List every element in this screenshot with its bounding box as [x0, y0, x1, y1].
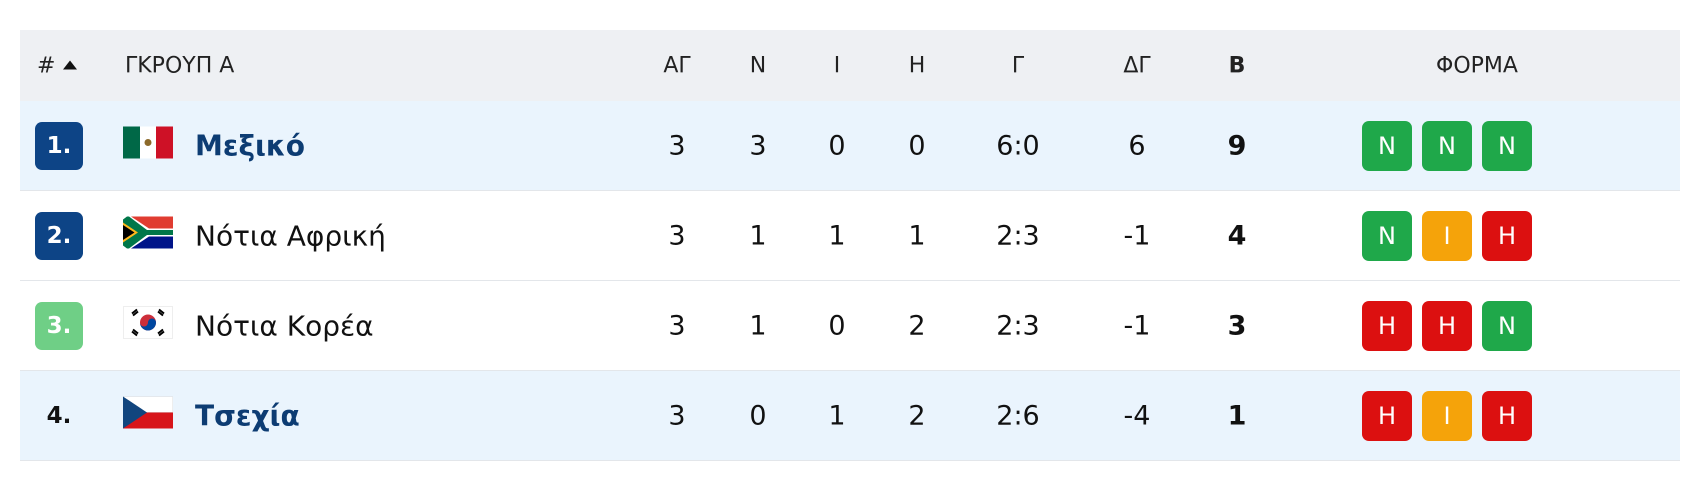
form-badge[interactable]: H — [1362, 390, 1412, 441]
goals: 6:0 — [996, 130, 1040, 161]
team-name[interactable]: Μεξικό — [195, 129, 306, 162]
group-header: ΓΚΡΟΥΠ Α — [125, 53, 235, 78]
form-badge[interactable]: H — [1362, 300, 1412, 351]
table-header: # ΓΚΡΟΥΠ Α ΑΓ Ν Ι Η Γ ΔΓ Β ΦΟΡΜΑ — [20, 30, 1680, 101]
won-header[interactable]: Ν — [749, 53, 767, 78]
points-header[interactable]: Β — [1228, 53, 1246, 78]
rank-badge: 3. — [35, 301, 83, 350]
sort-icon — [63, 60, 78, 69]
team-row: 2. Νότια Αφρική 3 1 1 1 2:3 -1 4 N I H — [20, 191, 1680, 281]
goal-diff-header[interactable]: ΔΓ — [1123, 53, 1151, 78]
played: 3 — [668, 310, 686, 341]
rank-badge: 1. — [35, 121, 83, 170]
rank-header-text: # — [37, 53, 56, 78]
draw: 1 — [828, 400, 846, 431]
team-row: 1. Μεξικό 3 3 0 0 6:0 6 9 N N N — [20, 101, 1680, 191]
draw: 0 — [828, 130, 846, 161]
points: 3 — [1227, 310, 1247, 341]
team-flag — [123, 126, 173, 165]
draw-header[interactable]: Ι — [833, 53, 841, 78]
lost: 2 — [908, 400, 926, 431]
draw: 0 — [828, 310, 846, 341]
form-header: ΦΟΡΜΑ — [1436, 53, 1518, 78]
won: 1 — [749, 220, 767, 251]
form-badge[interactable]: N — [1362, 120, 1412, 171]
goals: 2:3 — [996, 310, 1040, 341]
form-badge[interactable]: I — [1422, 210, 1472, 261]
team-flag — [123, 216, 173, 255]
team-name[interactable]: Νότια Κορέα — [195, 309, 374, 342]
form-badge[interactable]: H — [1482, 210, 1532, 261]
won: 0 — [749, 400, 767, 431]
form-badge[interactable]: N — [1422, 120, 1472, 171]
form-badge[interactable]: I — [1422, 390, 1472, 441]
played: 3 — [668, 220, 686, 251]
won: 1 — [749, 310, 767, 341]
points: 1 — [1227, 400, 1247, 431]
team-flag — [122, 395, 174, 435]
goals: 2:6 — [996, 400, 1040, 431]
team-row: 4. Τσεχία 3 0 1 2 2:6 -4 1 H I H — [20, 371, 1680, 461]
rank-badge: 2. — [35, 211, 83, 260]
lost: 0 — [908, 130, 926, 161]
rank-header[interactable]: # — [37, 53, 78, 78]
points: 9 — [1227, 130, 1247, 161]
played: 3 — [668, 400, 686, 431]
rank-badge: 4. — [46, 402, 72, 429]
team-name[interactable]: Νότια Αφρική — [195, 219, 386, 252]
goal-diff: -1 — [1123, 220, 1151, 251]
team-name[interactable]: Τσεχία — [195, 399, 300, 432]
form-badge[interactable]: N — [1482, 120, 1532, 171]
draw: 1 — [828, 220, 846, 251]
team-flag — [122, 305, 174, 345]
goals-header[interactable]: Γ — [1011, 53, 1025, 78]
goal-diff: 6 — [1128, 130, 1146, 161]
goal-diff: -4 — [1123, 400, 1151, 431]
team-row: 3. Νότια Κορέα 3 1 0 2 2:3 -1 3 H H N — [20, 281, 1680, 371]
goal-diff: -1 — [1123, 310, 1151, 341]
won: 3 — [749, 130, 767, 161]
played-header[interactable]: ΑΓ — [663, 53, 691, 78]
form-badge[interactable]: N — [1482, 300, 1532, 351]
lost: 2 — [908, 310, 926, 341]
form-badge[interactable]: H — [1422, 300, 1472, 351]
played: 3 — [668, 130, 686, 161]
lost: 1 — [908, 220, 926, 251]
form-badge[interactable]: N — [1362, 210, 1412, 261]
lost-header[interactable]: Η — [908, 53, 926, 78]
points: 4 — [1227, 220, 1247, 251]
goals: 2:3 — [996, 220, 1040, 251]
form-badge[interactable]: H — [1482, 390, 1532, 441]
